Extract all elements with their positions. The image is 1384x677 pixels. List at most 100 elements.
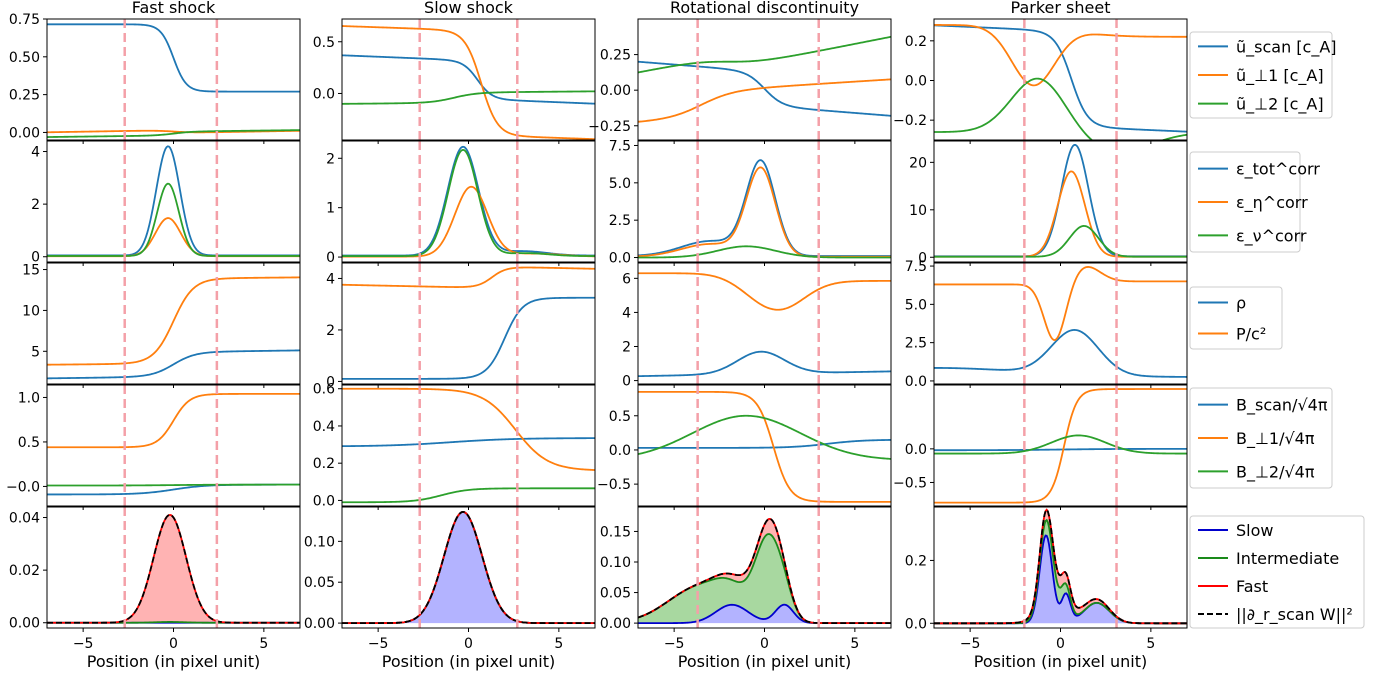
legend-box <box>1189 387 1333 489</box>
series-line <box>47 182 300 257</box>
series-line <box>934 24 1187 87</box>
series-line <box>638 245 891 259</box>
y-tick-label: 0.00 <box>9 616 40 632</box>
y-tick-label: 0.00 <box>600 83 631 99</box>
series-line <box>638 159 891 257</box>
legend-label: ε_ν^corr <box>1236 226 1307 246</box>
series-line <box>342 487 595 504</box>
y-tick-label: 4 <box>622 305 631 321</box>
legend-label: P/c² <box>1236 325 1266 344</box>
legend-box <box>1189 151 1301 253</box>
x-tick-label: −5 <box>960 636 981 652</box>
y-tick-label: −0.5 <box>893 475 927 491</box>
y-tick-label: 7.5 <box>905 259 927 275</box>
y-tick-label: −0.0 <box>6 479 40 495</box>
y-tick-label: 2 <box>326 323 335 339</box>
legend-box <box>1189 31 1333 119</box>
subplot: 0 1 2 <box>326 140 596 266</box>
column-title: Rotational discontinuity <box>670 0 859 17</box>
subplot: 0 2 4 6 <box>622 262 892 390</box>
area-slow <box>934 535 1187 624</box>
y-tick-label: 0.10 <box>600 555 631 571</box>
series-line <box>934 143 1187 258</box>
y-tick-label: 0.10 <box>304 534 335 550</box>
y-tick-label: 2.5 <box>609 213 631 229</box>
y-tick-label: 2 <box>31 197 40 213</box>
axes-frame <box>46 262 301 385</box>
axes-frame <box>933 140 1188 263</box>
series-line <box>638 166 891 258</box>
y-tick-label: 0.5 <box>18 435 40 451</box>
subplot: 5 10 15 <box>22 262 301 388</box>
axes-frame <box>46 18 301 141</box>
series-line <box>638 272 891 311</box>
series-line <box>638 35 891 74</box>
subplot: −0.5 0.0 <box>893 384 1188 510</box>
series-line <box>934 266 1187 341</box>
legend-box <box>1189 515 1365 629</box>
x-tick-label: 0 <box>760 636 769 652</box>
y-tick-label: 0.0 <box>313 493 335 509</box>
series-line <box>47 483 300 487</box>
legend-label: Fast <box>1236 577 1268 596</box>
legend: ũ_scan [c_A] ũ_⊥1 [c_A] ũ_⊥2 [c_A] <box>1189 31 1337 119</box>
y-tick-label: 0.0 <box>609 443 631 459</box>
y-tick-label: −0.5 <box>597 477 631 493</box>
x-tick-label: −5 <box>368 636 389 652</box>
subplot: 0.00 0.05 0.10 0.15 −5 0 5 <box>600 506 892 652</box>
y-tick-label: 0.0 <box>609 251 631 267</box>
y-tick-label: 0.2 <box>905 34 927 50</box>
y-tick-label: 4 <box>326 271 335 287</box>
y-tick-label: 0.5 <box>313 35 335 51</box>
y-tick-label: 1.0 <box>18 390 40 406</box>
x-tick-label: 5 <box>259 636 268 652</box>
y-tick-label: 0.0 <box>905 73 927 89</box>
y-tick-label: 0.25 <box>9 88 40 104</box>
series-line-total <box>342 511 595 624</box>
y-tick-label: −0.2 <box>893 113 927 129</box>
series-line <box>47 145 300 257</box>
series-line <box>47 349 300 380</box>
series-line-total <box>934 508 1187 625</box>
y-tick-label: 0.5 <box>609 409 631 425</box>
x-tick-label: 5 <box>1146 636 1155 652</box>
y-tick-label: 0 <box>326 374 335 390</box>
y-tick-label: 2.5 <box>905 336 927 352</box>
series-line <box>934 77 1187 140</box>
y-tick-label: 0 <box>918 250 927 266</box>
x-axis-label: Position (in pixel unit) <box>87 652 261 671</box>
y-tick-label: 0 <box>622 374 631 390</box>
legend: Slow Intermediate Fast ||∂_r_scan W||² <box>1189 515 1365 629</box>
subplot: −0.5 0.0 0.5 <box>597 384 892 510</box>
subplot: −0.25 0.00 0.25 <box>588 18 892 144</box>
y-tick-label: 0.00 <box>304 616 335 632</box>
y-tick-label: 5 <box>31 344 40 360</box>
series-line <box>47 129 300 138</box>
series-line <box>342 437 595 448</box>
y-tick-label: 5.0 <box>609 176 631 192</box>
axes-frame <box>637 384 892 507</box>
x-tick-label: −5 <box>73 636 94 652</box>
series-line <box>342 296 595 380</box>
legend-label: ρ <box>1236 294 1246 313</box>
y-tick-label: 0.00 <box>600 616 631 632</box>
y-tick-label: 0.6 <box>313 382 335 398</box>
legend: ρ P/c² <box>1189 286 1283 350</box>
legend-label: ε_tot^corr <box>1236 160 1320 180</box>
y-tick-label: −0.25 <box>588 119 631 135</box>
column-title: Slow shock <box>424 0 514 17</box>
legend: B_scan/√4π B_⊥1/√4π B_⊥2/√4π <box>1189 387 1333 489</box>
subplot: 0.0 2.5 5.0 7.5 <box>905 259 1188 390</box>
series-line <box>342 90 595 105</box>
subplot: 0.00 0.02 0.04 −5 0 5 <box>9 506 301 652</box>
series-line <box>342 185 595 258</box>
y-tick-label: 2 <box>622 340 631 356</box>
y-tick-label: 0.0 <box>905 374 927 390</box>
series-line <box>342 54 595 105</box>
y-tick-label: 0.00 <box>9 125 40 141</box>
legend-label: B_⊥1/√4π <box>1236 429 1315 449</box>
y-tick-label: 0.0 <box>905 442 927 458</box>
series-line <box>934 388 1187 504</box>
legend-label: ε_η^corr <box>1236 193 1308 213</box>
